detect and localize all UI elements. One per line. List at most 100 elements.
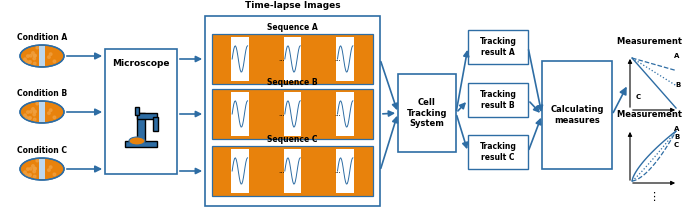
Text: ...: ... xyxy=(278,111,285,117)
Text: C: C xyxy=(674,142,679,148)
Text: A: A xyxy=(674,126,679,132)
FancyBboxPatch shape xyxy=(468,30,528,64)
Text: Tracking
result B: Tracking result B xyxy=(479,90,516,110)
Circle shape xyxy=(24,58,26,60)
Circle shape xyxy=(27,55,29,57)
FancyBboxPatch shape xyxy=(125,141,157,147)
FancyBboxPatch shape xyxy=(468,83,528,117)
Circle shape xyxy=(25,60,28,63)
FancyBboxPatch shape xyxy=(212,146,373,196)
FancyBboxPatch shape xyxy=(137,113,157,119)
FancyBboxPatch shape xyxy=(231,37,248,81)
Polygon shape xyxy=(39,159,45,179)
Circle shape xyxy=(49,166,52,168)
Circle shape xyxy=(48,112,50,114)
Circle shape xyxy=(28,117,30,120)
Circle shape xyxy=(31,108,34,110)
Text: Calculating
measures: Calculating measures xyxy=(550,105,604,125)
Text: Time-lapse Images: Time-lapse Images xyxy=(245,1,341,10)
Text: Measurement 2: Measurement 2 xyxy=(617,110,684,119)
Circle shape xyxy=(27,168,29,170)
FancyBboxPatch shape xyxy=(284,92,301,136)
Circle shape xyxy=(31,165,34,167)
Circle shape xyxy=(34,54,36,57)
Circle shape xyxy=(36,102,38,105)
FancyBboxPatch shape xyxy=(542,61,612,169)
Circle shape xyxy=(34,175,36,178)
Text: Condition A: Condition A xyxy=(17,33,67,42)
Circle shape xyxy=(53,173,55,176)
FancyBboxPatch shape xyxy=(284,37,301,81)
Text: B: B xyxy=(674,134,679,140)
Circle shape xyxy=(34,110,36,113)
Text: A: A xyxy=(674,53,679,59)
Circle shape xyxy=(33,170,36,173)
Circle shape xyxy=(36,46,38,49)
Circle shape xyxy=(34,54,36,57)
Circle shape xyxy=(28,61,30,64)
Circle shape xyxy=(48,169,50,171)
Circle shape xyxy=(33,113,36,116)
Text: Sequence B: Sequence B xyxy=(267,78,318,87)
Circle shape xyxy=(34,167,36,170)
Polygon shape xyxy=(39,45,45,67)
Text: ...: ... xyxy=(278,56,285,62)
FancyBboxPatch shape xyxy=(212,89,373,139)
Ellipse shape xyxy=(129,137,145,145)
Text: Measurement 1: Measurement 1 xyxy=(617,37,684,46)
Circle shape xyxy=(28,174,30,177)
Text: Tracking
result A: Tracking result A xyxy=(479,37,516,57)
Text: Microscope: Microscope xyxy=(112,58,170,67)
Circle shape xyxy=(29,61,31,63)
Text: Sequence C: Sequence C xyxy=(267,135,318,144)
Text: ...: ... xyxy=(278,168,285,174)
Circle shape xyxy=(49,109,52,112)
FancyBboxPatch shape xyxy=(137,113,145,141)
Text: Sequence A: Sequence A xyxy=(267,23,318,32)
Text: ...: ... xyxy=(334,111,341,117)
Circle shape xyxy=(25,116,28,119)
Circle shape xyxy=(34,62,36,65)
Circle shape xyxy=(29,54,32,57)
FancyBboxPatch shape xyxy=(337,149,354,193)
Circle shape xyxy=(34,110,36,113)
Circle shape xyxy=(24,171,26,174)
Circle shape xyxy=(29,110,32,113)
Ellipse shape xyxy=(20,158,64,180)
FancyBboxPatch shape xyxy=(212,34,373,84)
Circle shape xyxy=(33,57,36,60)
Circle shape xyxy=(34,118,36,121)
Circle shape xyxy=(31,52,34,54)
Ellipse shape xyxy=(20,45,64,67)
FancyBboxPatch shape xyxy=(231,149,248,193)
FancyBboxPatch shape xyxy=(337,92,354,136)
Circle shape xyxy=(36,159,38,162)
Circle shape xyxy=(24,114,26,116)
Circle shape xyxy=(27,111,29,113)
FancyBboxPatch shape xyxy=(468,135,528,169)
FancyBboxPatch shape xyxy=(337,37,354,81)
FancyBboxPatch shape xyxy=(205,16,380,206)
FancyBboxPatch shape xyxy=(284,149,301,193)
Polygon shape xyxy=(39,101,45,123)
Circle shape xyxy=(25,173,28,176)
Ellipse shape xyxy=(20,101,64,123)
FancyBboxPatch shape xyxy=(135,107,139,115)
FancyBboxPatch shape xyxy=(153,117,158,131)
Text: ...: ... xyxy=(334,56,341,62)
Text: B: B xyxy=(675,82,681,88)
FancyBboxPatch shape xyxy=(398,74,456,152)
Circle shape xyxy=(29,174,31,176)
Circle shape xyxy=(53,60,55,63)
Text: C: C xyxy=(636,94,641,100)
Circle shape xyxy=(48,56,50,58)
Text: ⋮: ⋮ xyxy=(648,192,659,202)
FancyBboxPatch shape xyxy=(105,49,177,174)
Text: Tracking
result C: Tracking result C xyxy=(479,142,516,162)
Circle shape xyxy=(53,116,55,119)
FancyBboxPatch shape xyxy=(231,92,248,136)
Circle shape xyxy=(49,53,52,56)
Text: Condition C: Condition C xyxy=(17,146,67,155)
Text: ...: ... xyxy=(334,168,341,174)
Text: Cell
Tracking
System: Cell Tracking System xyxy=(407,98,447,128)
